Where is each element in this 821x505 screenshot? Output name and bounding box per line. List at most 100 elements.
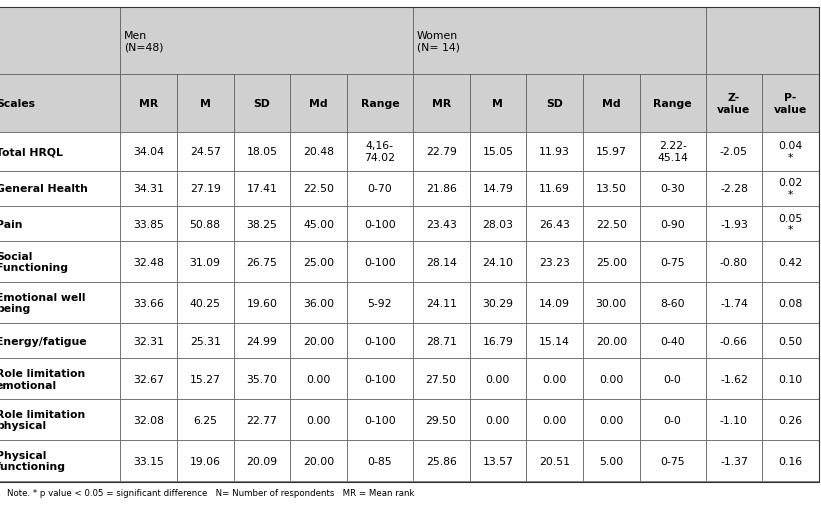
Text: 45.00: 45.00 <box>303 219 334 229</box>
Bar <box>0 171 120 207</box>
Bar <box>413 399 470 440</box>
Text: 14.79: 14.79 <box>483 184 513 194</box>
Text: -1.93: -1.93 <box>720 219 748 229</box>
Bar <box>0 440 120 481</box>
Text: 0.00: 0.00 <box>306 415 331 425</box>
Bar <box>526 242 583 282</box>
Bar <box>291 359 347 399</box>
Text: Note. * p value < 0.05 = significant difference   N= Number of respondents   MR : Note. * p value < 0.05 = significant dif… <box>7 487 415 496</box>
Bar <box>120 440 177 481</box>
Bar <box>177 75 233 132</box>
Text: 0.08: 0.08 <box>778 298 803 308</box>
Bar <box>526 440 583 481</box>
Bar <box>762 282 819 323</box>
Bar <box>233 207 291 242</box>
Bar <box>413 359 470 399</box>
Bar <box>177 323 233 359</box>
Bar <box>120 207 177 242</box>
Text: 24.11: 24.11 <box>426 298 456 308</box>
Bar <box>0 282 120 323</box>
Bar <box>0 399 120 440</box>
Bar <box>705 323 762 359</box>
Text: -1.37: -1.37 <box>720 456 748 466</box>
Text: 0-100: 0-100 <box>364 257 396 267</box>
Text: 0-90: 0-90 <box>660 219 685 229</box>
Bar <box>470 171 526 207</box>
Text: -2.05: -2.05 <box>720 147 748 157</box>
Bar <box>347 323 413 359</box>
Text: 32.31: 32.31 <box>133 336 164 346</box>
Bar <box>526 323 583 359</box>
Text: 0-85: 0-85 <box>368 456 392 466</box>
Text: Energy/fatigue: Energy/fatigue <box>0 336 87 346</box>
Bar <box>0 323 120 359</box>
Bar <box>233 399 291 440</box>
Bar <box>583 399 640 440</box>
Bar <box>640 132 705 171</box>
Bar <box>526 207 583 242</box>
Bar <box>347 282 413 323</box>
Bar <box>120 399 177 440</box>
Text: MR: MR <box>139 98 158 109</box>
Bar <box>583 132 640 171</box>
Text: 0.16: 0.16 <box>778 456 803 466</box>
Text: 0-75: 0-75 <box>660 456 685 466</box>
Text: 0.42: 0.42 <box>778 257 803 267</box>
Text: M: M <box>493 98 503 109</box>
Text: Range: Range <box>654 98 692 109</box>
Text: 50.88: 50.88 <box>190 219 221 229</box>
Bar <box>177 242 233 282</box>
Bar <box>470 242 526 282</box>
Text: 15.14: 15.14 <box>539 336 570 346</box>
Text: 0-40: 0-40 <box>660 336 685 346</box>
Text: 28.03: 28.03 <box>483 219 513 229</box>
Bar <box>640 282 705 323</box>
Text: 4,16-
74.02: 4,16- 74.02 <box>365 141 396 163</box>
Text: 34.04: 34.04 <box>133 147 164 157</box>
Bar <box>762 171 819 207</box>
Text: 13.57: 13.57 <box>483 456 513 466</box>
Text: 20.51: 20.51 <box>539 456 570 466</box>
Bar <box>291 440 347 481</box>
Bar <box>0 75 120 132</box>
Text: 22.79: 22.79 <box>426 147 456 157</box>
Bar <box>413 440 470 481</box>
Text: 20.48: 20.48 <box>303 147 334 157</box>
Bar <box>640 242 705 282</box>
Bar <box>0 8 120 75</box>
Text: General Health: General Health <box>0 184 88 194</box>
Text: Social
Functioning: Social Functioning <box>0 251 68 273</box>
Bar <box>0 242 120 282</box>
Text: Emotional well
being: Emotional well being <box>0 292 85 314</box>
Bar <box>583 171 640 207</box>
Bar <box>233 282 291 323</box>
Bar <box>347 75 413 132</box>
Text: -0.66: -0.66 <box>720 336 748 346</box>
Bar <box>120 171 177 207</box>
Bar <box>526 171 583 207</box>
Text: 38.25: 38.25 <box>246 219 277 229</box>
Text: 6.25: 6.25 <box>193 415 217 425</box>
Bar <box>762 440 819 481</box>
Text: Women
(N= 14): Women (N= 14) <box>417 31 460 52</box>
Bar <box>120 282 177 323</box>
Bar <box>705 282 762 323</box>
Text: 29.50: 29.50 <box>425 415 456 425</box>
Bar <box>413 323 470 359</box>
Bar <box>291 323 347 359</box>
Text: 30.00: 30.00 <box>596 298 627 308</box>
Bar <box>470 399 526 440</box>
Text: 28.14: 28.14 <box>426 257 456 267</box>
Text: SD: SD <box>254 98 270 109</box>
Bar <box>583 440 640 481</box>
Bar <box>0 132 120 171</box>
Bar <box>705 75 762 132</box>
Bar <box>413 8 705 75</box>
Bar <box>233 242 291 282</box>
Bar <box>0 359 120 399</box>
Text: -1.10: -1.10 <box>720 415 748 425</box>
Text: Total HRQL: Total HRQL <box>0 147 63 157</box>
Text: Md: Md <box>310 98 328 109</box>
Text: 35.70: 35.70 <box>246 374 277 384</box>
Bar <box>583 207 640 242</box>
